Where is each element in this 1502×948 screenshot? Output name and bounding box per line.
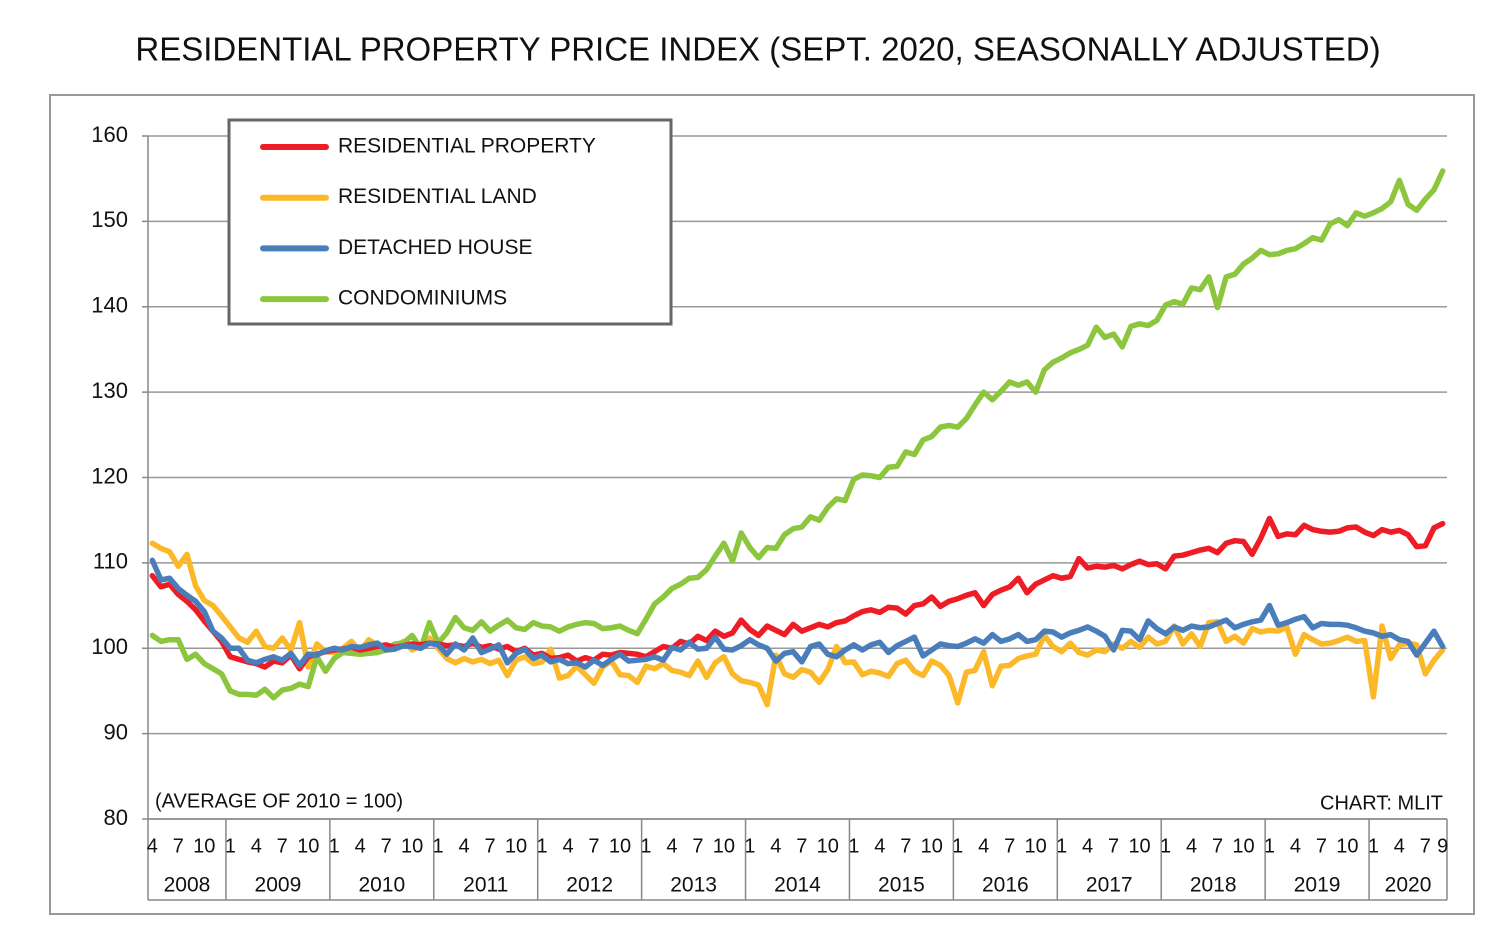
series-line — [149, 540, 1446, 708]
x-tick-label: 9 — [1437, 835, 1448, 857]
series-line — [149, 515, 1446, 672]
y-tick-label: 140 — [91, 293, 128, 318]
x-tick-label: 7 — [1004, 835, 1015, 857]
legend-box — [227, 118, 673, 326]
x-tick-label: 4 — [770, 835, 781, 857]
x-tick-label: 1 — [1368, 835, 1379, 857]
x-tick-label: 10 — [1025, 835, 1047, 857]
series-line — [149, 168, 1446, 701]
x-tick-label: 4 — [666, 835, 677, 857]
year-label: 2014 — [774, 874, 821, 897]
source-note: CHART: MLIT — [1320, 792, 1443, 814]
y-tick-label: 130 — [91, 378, 128, 403]
series-line — [149, 557, 1446, 670]
x-tick-label: 10 — [505, 835, 527, 857]
x-tick-label: 1 — [744, 835, 755, 857]
x-tick-label: 10 — [401, 835, 423, 857]
x-tick-label: 1 — [848, 835, 859, 857]
y-tick-label: 80 — [104, 805, 128, 830]
x-tick-label: 4 — [1082, 835, 1093, 857]
unit-note: (AVERAGE OF 2010 = 100) — [155, 790, 403, 812]
x-tick-label: 4 — [562, 835, 573, 857]
x-tick-label: 10 — [609, 835, 631, 857]
y-tick-label: 120 — [91, 463, 128, 488]
x-tick-label: 7 — [381, 835, 392, 857]
x-tick-label: 7 — [796, 835, 807, 857]
x-tick-label: 10 — [817, 835, 839, 857]
x-tick-label: 1 — [433, 835, 444, 857]
x-tick-label: 7 — [588, 835, 599, 857]
x-tick-label: 7 — [1212, 835, 1223, 857]
year-label: 2008 — [164, 874, 211, 897]
chart-title: RESIDENTIAL PROPERTY PRICE INDEX (SEPT. … — [135, 31, 1380, 68]
x-tick-label: 1 — [952, 835, 963, 857]
x-tick-label: 1 — [1056, 835, 1067, 857]
y-tick-label: 90 — [104, 719, 128, 744]
year-label: 2011 — [463, 874, 508, 897]
x-tick-label: 7 — [277, 835, 288, 857]
x-tick-label: 10 — [921, 835, 943, 857]
legend: RESIDENTIAL PROPERTY RESIDENTIAL LAND DETA… — [227, 118, 673, 326]
x-tick-label: 4 — [978, 835, 989, 857]
year-label: 2018 — [1190, 874, 1237, 897]
x-tick-label: 7 — [173, 835, 184, 857]
x-tick-label: 7 — [1420, 835, 1431, 857]
x-tick-label: 10 — [713, 835, 735, 857]
x-tick-label: 1 — [536, 835, 547, 857]
y-tick-label: 110 — [93, 549, 128, 574]
year-label: 2009 — [255, 874, 302, 897]
year-label: 2013 — [670, 874, 717, 897]
x-tick-label: 4 — [1394, 835, 1405, 857]
year-label: 2020 — [1385, 874, 1432, 897]
legend-label: CONDOMINIUMS — [338, 287, 507, 310]
lines — [149, 168, 1446, 708]
x-tick-label: 7 — [900, 835, 911, 857]
year-label: 2016 — [982, 874, 1029, 897]
x-tick-label: 4 — [874, 835, 885, 857]
year-label: 2017 — [1086, 874, 1133, 897]
legend-label: RESIDENTIAL LAND — [338, 185, 537, 208]
x-tick-label: 7 — [1316, 835, 1327, 857]
year-label: 2015 — [878, 874, 925, 897]
x-tick-label: 4 — [355, 835, 366, 857]
year-label: 2010 — [358, 874, 405, 897]
x-tick-label: 4 — [1290, 835, 1301, 857]
x-tick-label: 4 — [1186, 835, 1197, 857]
x-tick-label: 10 — [297, 835, 319, 857]
x-tick-label: 10 — [1336, 835, 1358, 857]
x-tick-label: 7 — [1108, 835, 1119, 857]
x-tick-label: 4 — [459, 835, 470, 857]
x-tick-label: 7 — [485, 835, 496, 857]
legend-label: RESIDENTIAL PROPERTY — [338, 135, 596, 158]
x-tick-label: 1 — [1160, 835, 1171, 857]
x-tick-label: 1 — [640, 835, 651, 857]
y-tick-label: 100 — [91, 634, 128, 659]
y-tick-label: 150 — [91, 207, 128, 232]
x-tick-label: 1 — [329, 835, 340, 857]
x-tick-label: 10 — [1128, 835, 1150, 857]
year-label: 2012 — [566, 874, 613, 897]
x-tick-label: 1 — [1264, 835, 1275, 857]
x-tick-label: 7 — [692, 835, 703, 857]
x-tick-label: 10 — [193, 835, 215, 857]
legend-label: DETACHED HOUSE — [338, 236, 532, 259]
x-tick-label: 10 — [1232, 835, 1254, 857]
x-tick-label: 4 — [147, 835, 158, 857]
x-tick-label: 4 — [251, 835, 262, 857]
year-label: 2019 — [1294, 874, 1341, 897]
y-tick-label: 160 — [91, 122, 128, 147]
x-tick-label: 1 — [225, 835, 236, 857]
